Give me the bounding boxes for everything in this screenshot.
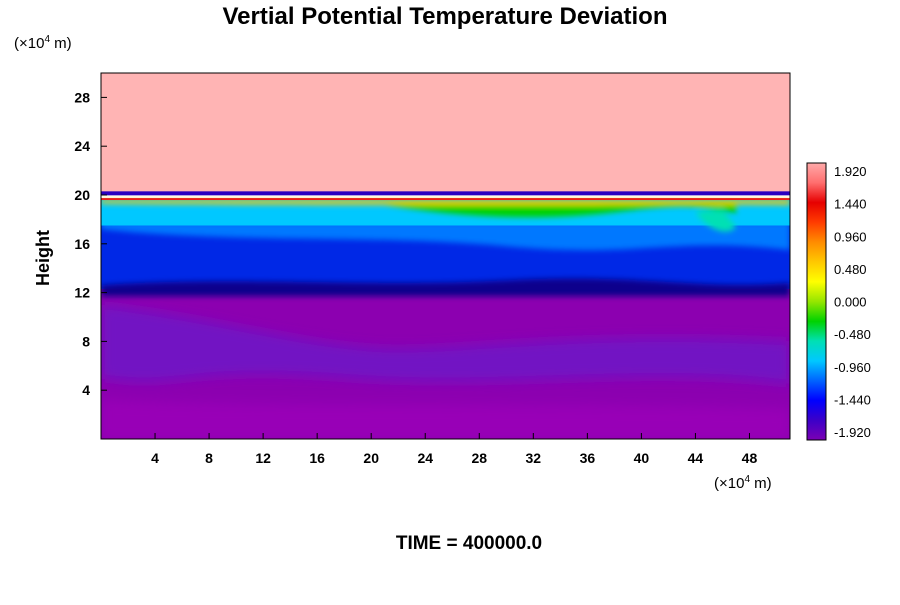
field-upper-detail: [101, 199, 790, 232]
y-tick-label: 20: [74, 187, 90, 203]
y-tick-label: 12: [74, 285, 90, 301]
colorbar-tick-label: 0.000: [834, 295, 867, 310]
y-tick-label: 8: [82, 333, 90, 349]
x-tick-label: 48: [742, 450, 758, 466]
y-tick-label: 4: [82, 382, 90, 398]
x-tick-label: 44: [688, 450, 704, 466]
x-tick-label: 24: [417, 450, 433, 466]
x-unit-pre: (×10: [714, 475, 744, 492]
heatmap-plot-area: [101, 73, 790, 439]
x-tick-label: 28: [471, 450, 487, 466]
x-tick-label: 20: [363, 450, 379, 466]
plot-frame: [100, 72, 791, 440]
x-tick-label: 16: [309, 450, 325, 466]
field-upper: [101, 73, 790, 193]
field-interface-red: [101, 198, 790, 201]
colorbar-tick-label: -0.480: [834, 327, 871, 342]
y-unit-exp: 4: [44, 34, 50, 45]
y-tick-label: 28: [74, 89, 90, 105]
colorbar-tick-label: -1.440: [834, 392, 871, 407]
y-axis-ticks: 4 8 12 16 20 24 28: [74, 89, 107, 398]
x-tick-label: 40: [634, 450, 650, 466]
x-tick-label: 32: [526, 450, 542, 466]
x-tick-label: 36: [580, 450, 596, 466]
x-unit-exp: 4: [744, 474, 750, 485]
x-axis-ticks: 4 8 12 16 20 24 28 32 36 40 44 48: [151, 433, 757, 466]
colorbar-tick-label: 0.480: [834, 262, 867, 277]
colorbar-tick-label: 1.920: [834, 164, 867, 179]
chart-title: Vertial Potential Temperature Deviation: [222, 3, 667, 30]
y-unit-pre: (×10: [14, 35, 44, 52]
field-interface: [101, 191, 790, 196]
y-tick-label: 16: [74, 236, 90, 252]
colorbar: [806, 162, 827, 441]
y-tick-label: 24: [74, 138, 90, 154]
x-tick-label: 8: [205, 450, 213, 466]
colorbar-tick-label: -0.960: [834, 360, 871, 375]
x-tick-label: 4: [151, 450, 159, 466]
field-middle-detail: [101, 221, 790, 297]
x-unit-label: (×104 m): [714, 474, 772, 492]
x-tick-label: 12: [255, 450, 271, 466]
y-unit-label: (×104 m): [14, 34, 72, 52]
colorbar-tick-label: 1.440: [834, 197, 867, 212]
y-axis-label: Height: [33, 230, 53, 286]
x-unit-post: m): [750, 475, 772, 492]
y-unit-post: m): [50, 35, 72, 52]
colorbar-tick-label: 0.960: [834, 229, 867, 244]
field-lower-lobes: [101, 304, 790, 439]
colorbar-tick-label: -1.920: [834, 425, 871, 440]
time-footer: TIME = 400000.0: [396, 533, 542, 554]
colorbar-labels: 1.920 1.440 0.960 0.480 0.000 -0.480 -0.960 -1.…: [834, 164, 871, 440]
